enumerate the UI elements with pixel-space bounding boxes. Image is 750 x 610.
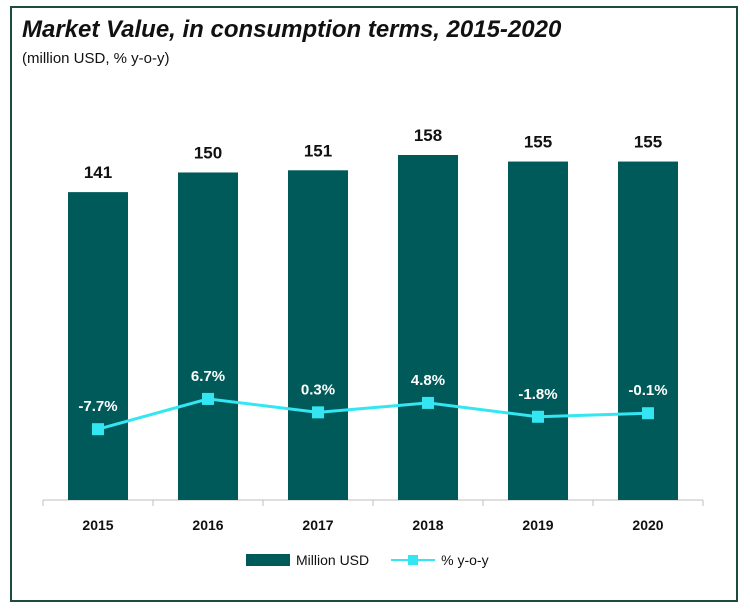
x-tick-label: 2019 (522, 517, 553, 533)
bar-value-label: 141 (84, 163, 112, 182)
chart-title: Market Value, in consumption terms, 2015… (22, 16, 562, 43)
yoy-marker-2016 (202, 392, 214, 405)
yoy-marker-2019 (532, 410, 544, 423)
yoy-marker-2020 (642, 407, 654, 420)
bar-2016 (178, 172, 238, 500)
legend: Million USD % y-o-y (246, 552, 511, 568)
x-tick-label: 2017 (302, 517, 333, 533)
legend-item-bars: Million USD (246, 552, 369, 568)
bar-value-label: 151 (304, 141, 332, 160)
bar-value-label: 150 (194, 143, 222, 162)
chart-frame (10, 6, 738, 602)
yoy-marker-2018 (422, 396, 434, 409)
yoy-value-label: -0.1% (628, 382, 667, 399)
bar-2018 (398, 155, 458, 500)
bar-2020 (618, 161, 678, 500)
legend-swatch-bars (246, 554, 290, 566)
legend-label-line: % y-o-y (441, 552, 489, 568)
bar-value-label: 155 (524, 133, 552, 152)
yoy-value-label: 6.7% (191, 368, 225, 385)
yoy-marker-2015 (92, 423, 104, 436)
x-tick-label: 2018 (412, 517, 443, 533)
bar-value-label: 158 (414, 126, 442, 145)
yoy-value-label: 4.8% (411, 372, 445, 389)
yoy-value-label: -7.7% (78, 398, 117, 415)
bar-value-label: 155 (634, 133, 662, 152)
bar-2015 (68, 192, 128, 501)
chart-subtitle: (million USD, % y-o-y) (22, 50, 170, 67)
x-tick-label: 2016 (192, 517, 223, 533)
legend-label-bars: Million USD (296, 552, 370, 568)
bar-2017 (288, 170, 348, 501)
bar-2019 (508, 161, 568, 500)
legend-marker (408, 555, 419, 565)
yoy-line (97, 397, 649, 431)
yoy-marker-2017 (312, 406, 324, 419)
x-tick-label: 2015 (82, 517, 113, 533)
x-tick-label: 2020 (632, 517, 663, 533)
legend-item-line: % y-o-y (391, 552, 489, 568)
yoy-value-label: -1.8% (518, 386, 557, 403)
yoy-value-label: 0.3% (301, 381, 335, 398)
legend-swatch-line (391, 554, 436, 566)
